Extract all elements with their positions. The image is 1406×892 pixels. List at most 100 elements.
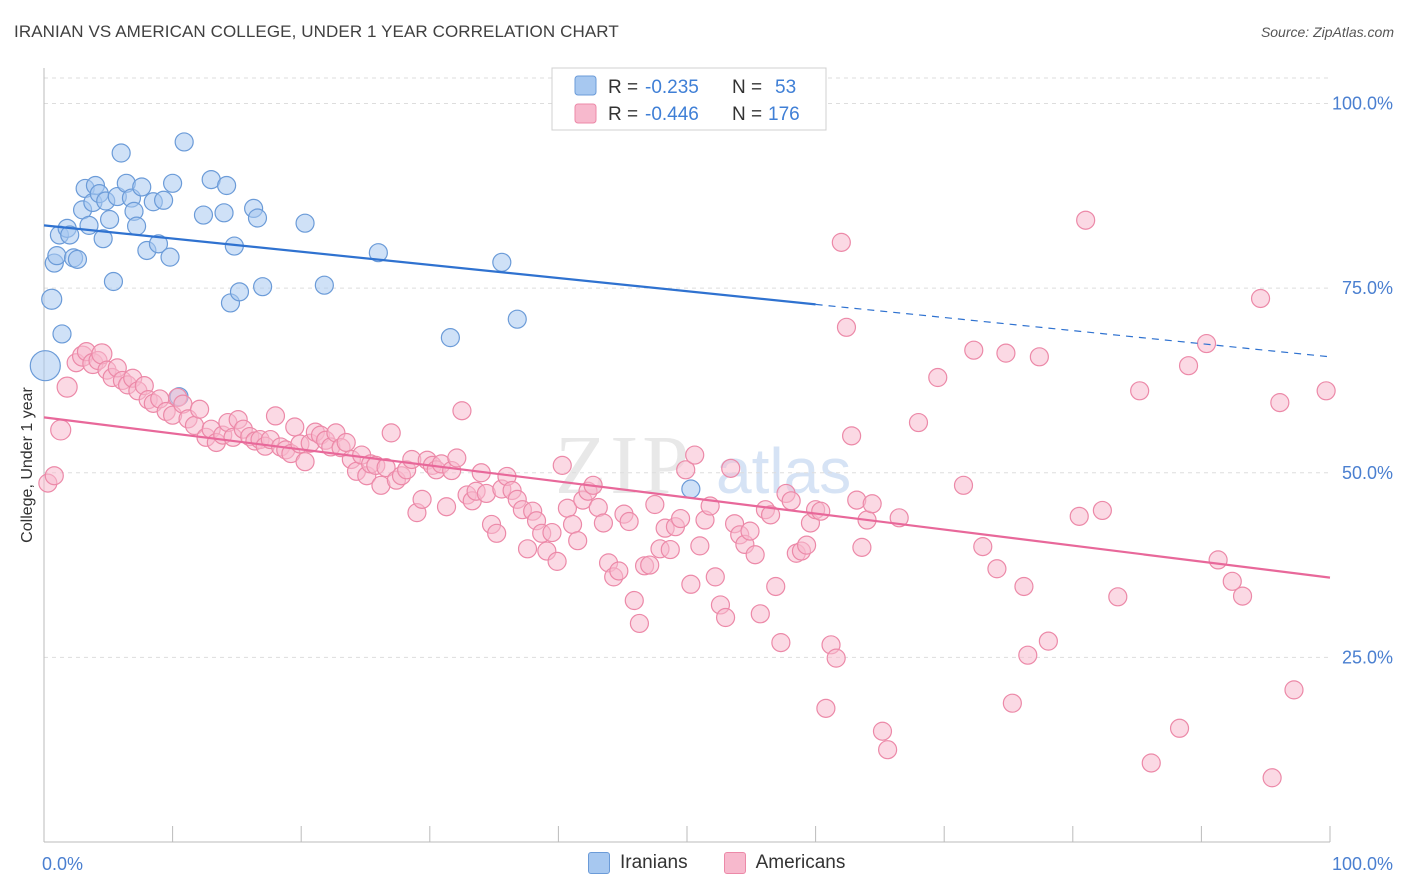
iranian-point [41, 288, 63, 310]
legend-item-americans[interactable]: Americans [723, 852, 846, 874]
american-point [690, 536, 710, 556]
american-point [1270, 393, 1290, 413]
y-tick-label: 25.0% [1342, 647, 1393, 667]
american-point [1250, 288, 1271, 309]
legend-r-value-iranians: -0.235 [645, 77, 699, 98]
iranian-point [214, 203, 234, 223]
gridlines [44, 77, 1330, 658]
iranian-point [163, 173, 183, 193]
american-point [285, 417, 305, 437]
americans-trendline [43, 416, 1331, 579]
legend-n-value-americans: 176 [768, 104, 800, 125]
american-point [336, 432, 356, 453]
iranian-point [153, 190, 174, 210]
american-point [1002, 693, 1022, 713]
american-point [811, 501, 831, 521]
american-point [721, 458, 741, 478]
american-point [1141, 753, 1161, 773]
american-point [609, 561, 629, 581]
series-americans [38, 210, 1336, 788]
american-point [547, 551, 567, 571]
legend-swatch-americans [574, 103, 597, 124]
american-point [836, 317, 857, 337]
american-point [872, 721, 893, 741]
series-iranians [29, 93, 755, 499]
american-point [831, 232, 851, 252]
iranian-point [126, 216, 147, 236]
american-point [552, 455, 572, 475]
american-point [781, 491, 801, 511]
american-point [1169, 718, 1190, 738]
american-point [685, 445, 705, 465]
legend-swatch-iranians [574, 75, 597, 96]
legend-n-value-iranians: 53 [775, 77, 796, 98]
american-point [593, 513, 614, 533]
iranian-point [507, 309, 527, 329]
iranian-point [111, 143, 131, 163]
american-point [1130, 381, 1150, 401]
americans-label: Americans [755, 852, 846, 873]
american-point [852, 537, 872, 557]
y-tick-labels: 25.0% 50.0% 75.0% 100.0% [1332, 94, 1393, 668]
american-point [771, 633, 791, 653]
american-point [1316, 381, 1336, 401]
american-point [1038, 631, 1058, 651]
american-point [1262, 768, 1282, 788]
y-tick-label: 50.0% [1342, 463, 1393, 483]
american-point [878, 740, 898, 760]
american-point [629, 613, 650, 634]
american-point [705, 567, 725, 587]
series-legend: Iranians Americans [588, 852, 881, 874]
american-point [1108, 587, 1128, 607]
y-tick-label: 100.0% [1332, 94, 1393, 114]
iranians-trendline [43, 224, 816, 306]
iranian-point [67, 249, 88, 269]
american-point [50, 419, 72, 441]
american-point [862, 494, 882, 514]
american-point [1069, 506, 1089, 526]
american-point [964, 340, 984, 360]
american-point [452, 401, 472, 421]
iranian-point [132, 177, 152, 197]
legend-r-value-americans: -0.446 [645, 104, 699, 125]
y-axis-label: College, Under 1 year [19, 387, 36, 543]
iranian-point [295, 213, 315, 233]
iranian-point [247, 208, 268, 228]
iranian-point [148, 234, 169, 254]
american-point [816, 698, 836, 718]
american-point [676, 460, 696, 480]
american-point [487, 523, 507, 543]
iranian-point [174, 132, 194, 152]
american-point [436, 497, 457, 517]
trendlines [43, 224, 1331, 579]
american-point [624, 590, 644, 611]
american-point [908, 412, 929, 433]
american-point [996, 343, 1016, 363]
iranian-point [160, 247, 180, 267]
iranian-point [93, 229, 113, 249]
american-point [645, 494, 665, 515]
american-point [760, 505, 781, 525]
americans-swatch [723, 852, 746, 874]
legend-r-label-americans: R = [608, 104, 638, 125]
american-point [681, 574, 701, 594]
iranian-point [52, 324, 72, 344]
american-point [381, 423, 401, 443]
american-point [670, 508, 691, 529]
iranian-point [99, 209, 120, 230]
iranians-trendline-extension [815, 303, 1331, 358]
iranian-point [229, 282, 250, 302]
american-point [619, 511, 639, 532]
american-point [295, 452, 315, 472]
american-point [1232, 586, 1253, 606]
american-point [1014, 576, 1034, 597]
iranian-point [314, 275, 334, 295]
iranian-point [193, 205, 214, 225]
american-point [376, 458, 396, 478]
american-point [542, 522, 562, 543]
iranians-swatch [588, 852, 610, 874]
american-point [1076, 210, 1096, 230]
legend-item-iranians[interactable]: Iranians [588, 852, 688, 874]
american-point [766, 576, 786, 597]
